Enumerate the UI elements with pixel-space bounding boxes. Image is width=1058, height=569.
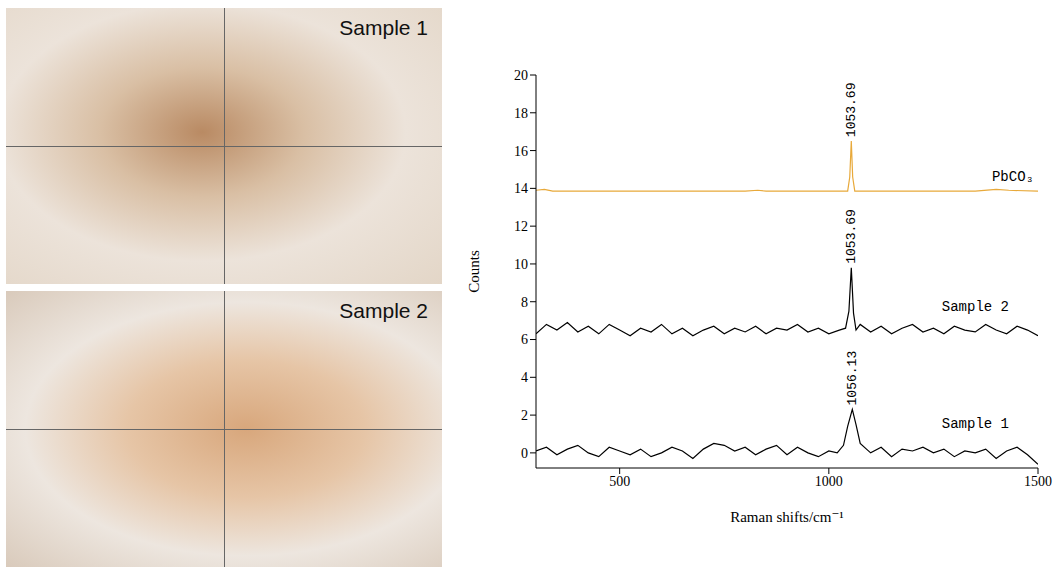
svg-text:500: 500 [609,474,630,489]
svg-text:20: 20 [514,68,528,83]
html-text:Sample 2: Sample 2 [339,299,428,322]
svg-text:2: 2 [521,408,528,423]
svg-text:18: 18 [514,106,528,121]
svg-text:1053.69: 1053.69 [844,209,859,264]
svg-text:8: 8 [521,295,528,310]
svg-text:14: 14 [514,181,528,196]
svg-text:1056.13: 1056.13 [845,351,860,406]
svg-text:6: 6 [521,332,528,347]
svg-text:16: 16 [514,144,528,159]
svg-text:Counts: Counts [466,250,482,293]
svg-text:PbCO₃: PbCO₃ [992,169,1034,185]
svg-text:12: 12 [514,219,528,234]
svg-text:4: 4 [521,370,528,385]
svg-text:0: 0 [521,446,528,461]
svg-text:Sample 2: Sample 2 [942,299,1009,315]
svg-text:Raman shifts/cm⁻¹: Raman shifts/cm⁻¹ [730,509,844,525]
svg-text:10: 10 [514,257,528,272]
svg-text:1053.69: 1053.69 [844,83,859,138]
html-text:Sample 1: Sample 1 [339,16,428,39]
svg-text:1500: 1500 [1024,474,1052,489]
svg-text:Sample 1: Sample 1 [942,416,1009,432]
svg-text:1000: 1000 [815,474,843,489]
